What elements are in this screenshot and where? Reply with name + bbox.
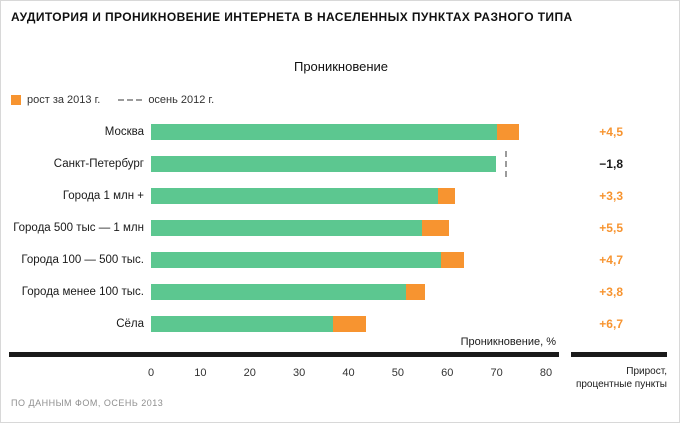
penetration-bar: [151, 252, 441, 268]
right-column-header: Прирост, процентные пункты: [575, 366, 667, 390]
chart-row: Москва +4,5: [11, 116, 671, 148]
x-tick-label: 20: [243, 367, 256, 379]
x-tick-label: 70: [490, 367, 503, 379]
x-tick-label: 10: [194, 367, 207, 379]
penetration-bar: [151, 124, 497, 140]
category-label: Города менее 100 тыс.: [21, 286, 144, 298]
growth-value: +4,7: [599, 253, 623, 267]
growth-bar-segment: [421, 220, 449, 236]
growth-value: +3,8: [599, 285, 623, 299]
growth-value: +5,5: [599, 221, 623, 235]
category-label: Города 500 тыс — 1 млн: [13, 222, 144, 234]
bar-track: [151, 188, 561, 204]
bar-track: [151, 220, 561, 236]
category-label: Города 1 млн +: [62, 190, 144, 202]
growth-bar-segment: [438, 188, 455, 204]
chart-row: Санкт-Петербург −1,8: [11, 148, 671, 180]
category-label: Города 100 — 500 тыс.: [21, 254, 144, 266]
growth-bar-segment: [496, 124, 519, 140]
source-note: ПО ДАННЫМ ФОМ, ОСЕНЬ 2013: [11, 398, 164, 408]
penetration-bar: [151, 188, 439, 204]
bar-track: [151, 124, 561, 140]
x-axis-line: [9, 352, 559, 357]
chart-row: Города менее 100 тыс. +3,8: [11, 276, 671, 308]
autumn-2012-marker: [504, 151, 507, 177]
growth-value: +6,7: [599, 317, 623, 331]
chart-row: Сёла +6,7: [11, 308, 671, 340]
penetration-bar: [151, 156, 496, 172]
penetration-bar: [151, 284, 407, 300]
bar-track: [151, 252, 561, 268]
legend: рост за 2013 г. осень 2012 г.: [11, 93, 214, 107]
chart-rows: Москва +4,5 Санкт-Петербург −1,8 Города 1 мл…: [11, 116, 671, 340]
x-tick-label: 40: [342, 367, 355, 379]
chart-subtitle: Проникновение: [293, 59, 388, 74]
x-axis-label: Проникновение, %: [460, 336, 556, 348]
x-tick-label: 60: [441, 367, 454, 379]
x-tick-label: 0: [147, 367, 155, 379]
dashed-line-legend-swatch-icon: [118, 99, 143, 101]
chart-row: Города 500 тыс — 1 млн +5,5: [11, 212, 671, 244]
penetration-bar: [151, 220, 422, 236]
chart-title: АУДИТОРИЯ И ПРОНИКНОВЕНИЕ ИНТЕРНЕТА В НА…: [11, 10, 573, 24]
x-axis-ticks: 0 10 20 30 40 50 60 70 80: [148, 367, 552, 381]
x-tick-label: 30: [293, 367, 306, 379]
x-tick-label: 80: [539, 367, 553, 379]
bar-track: [151, 151, 561, 177]
legend-label-growth-2013: рост за 2013 г.: [27, 94, 101, 106]
growth-value: +4,5: [599, 125, 623, 139]
growth-bar-segment: [440, 252, 465, 268]
category-label: Сёла: [116, 318, 144, 330]
category-label: Санкт-Петербург: [53, 158, 144, 170]
penetration-bar: [151, 316, 334, 332]
chart-row: Города 1 млн + +3,3: [11, 180, 671, 212]
x-tick-label: 50: [391, 367, 404, 379]
growth-bar-segment: [406, 284, 426, 300]
growth-value: −1,8: [599, 157, 623, 171]
legend-label-autumn-2012: осень 2012 г.: [148, 94, 215, 106]
right-column-axis-line: [571, 352, 667, 357]
bar-track: [151, 316, 561, 332]
chart-row: Города 100 — 500 тыс. +4,7: [11, 244, 671, 276]
bar-track: [151, 284, 561, 300]
growth-legend-swatch-icon: [11, 95, 21, 105]
growth-value: +3,3: [599, 189, 623, 203]
category-label: Москва: [104, 126, 144, 138]
growth-bar-segment: [333, 316, 367, 332]
